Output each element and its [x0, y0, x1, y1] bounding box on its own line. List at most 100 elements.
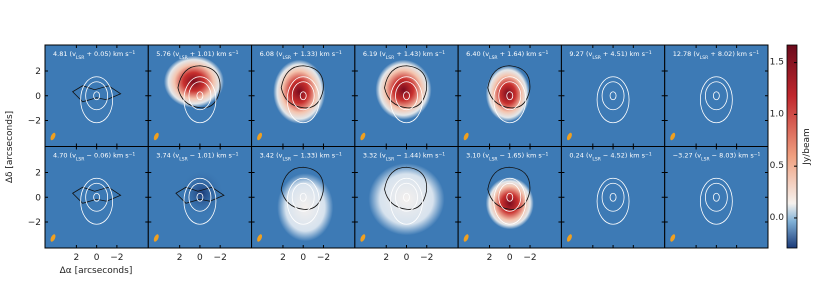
- continuum-contour: [403, 192, 410, 202]
- label-part: LSR: [386, 55, 395, 61]
- x-tick-label: 0: [197, 253, 203, 263]
- x-tick-label: 2: [177, 253, 183, 263]
- y-tick-label: 0: [35, 193, 41, 203]
- y-tick-label: 2: [35, 67, 41, 77]
- contour: [175, 186, 225, 204]
- contour: [384, 65, 428, 109]
- label-part: −1: [335, 50, 342, 56]
- panel-image: [664, 45, 768, 147]
- panel-image: [354, 146, 459, 248]
- continuum-contour: [493, 76, 527, 124]
- beam: [566, 132, 572, 141]
- emission: [375, 59, 432, 120]
- continuum-contour: [93, 91, 101, 101]
- label-part: 3.10 (v: [466, 152, 489, 160]
- label-part: LSR: [489, 156, 498, 162]
- continuum-contour: [299, 192, 307, 202]
- label-part: −1: [754, 151, 761, 157]
- panel-image: [354, 45, 459, 147]
- contour: [71, 186, 122, 204]
- x-tick-label: −2: [523, 253, 536, 263]
- continuum-contour: [699, 177, 733, 225]
- panel-label: 4.81 (vLSR + 0.05) km s−1: [53, 50, 135, 61]
- panel: 4.81 (vLSR + 0.05) km s−1 2 0 −2: [28, 44, 149, 147]
- panel-label: 6.40 (vLSR + 1.64) km s−1: [466, 50, 548, 61]
- y-tick-label: −2: [28, 117, 41, 127]
- beam: [153, 132, 159, 141]
- continuum-contour: [596, 76, 630, 124]
- colorbar-label: Jy/beam: [802, 128, 812, 166]
- contour: [280, 65, 324, 109]
- continuum-contour: [498, 182, 522, 212]
- label-part: LSR: [76, 156, 85, 162]
- panel-label: 12.78 (vLSR + 8.02) km s−1: [673, 50, 760, 61]
- contour: [177, 65, 221, 109]
- colorbar-tick-label: 0.0: [770, 213, 785, 223]
- panel: 12.78 (vLSR + 8.02) km s−1: [664, 44, 769, 147]
- continuum-contour: [712, 192, 720, 202]
- beam: [257, 234, 263, 242]
- y-tick-label: −2: [28, 218, 41, 228]
- label-part: + 0.05) km s: [84, 50, 129, 58]
- y-tick-label: 2: [35, 168, 41, 178]
- contour: [487, 65, 531, 109]
- panel-background: [664, 146, 768, 248]
- label-part: −1: [438, 151, 445, 157]
- x-tick-label: 2: [487, 253, 493, 263]
- continuum-contour: [609, 91, 617, 101]
- emission: [277, 173, 334, 242]
- continuum-contour: [390, 177, 423, 225]
- label-part: LSR: [592, 156, 601, 162]
- emission: [273, 59, 326, 124]
- continuum-contour: [390, 76, 423, 124]
- continuum-contour: [712, 91, 720, 101]
- label-part: −1: [438, 50, 445, 56]
- emission: [163, 55, 224, 108]
- label-part: − 1.65) km s: [498, 152, 543, 160]
- panel-background: [45, 45, 149, 147]
- panel-background: [45, 146, 149, 248]
- beam: [463, 132, 469, 141]
- colorbar: [786, 44, 798, 249]
- continuum-contour: [188, 81, 212, 111]
- label-part: LSR: [179, 156, 188, 162]
- continuum-contour: [704, 81, 728, 111]
- continuum-contour: [506, 91, 514, 101]
- label-part: −1: [129, 50, 136, 56]
- x-tick-label: 2: [280, 253, 286, 263]
- panel-label: 3.10 (vLSR − 1.65) km s−1: [466, 151, 548, 162]
- beam: [153, 234, 159, 242]
- continuum-contour: [506, 192, 514, 202]
- label-part: + 8.02) km s: [708, 50, 753, 58]
- x-tick-label: 2: [74, 253, 80, 263]
- panel: 3.10 (vLSR − 1.65) km s−1 2 0 −2: [457, 146, 562, 263]
- label-part: −3.27 (v: [673, 152, 702, 160]
- panel-background: [664, 45, 768, 147]
- panel-label: −3.27 (vLSR − 8.03) km s−1: [673, 151, 761, 162]
- label-part: LSR: [700, 55, 709, 61]
- continuum-contour: [286, 76, 320, 124]
- panel-image: [45, 45, 149, 147]
- label-part: − 8.03) km s: [710, 152, 755, 160]
- panel: 5.76 (vLSR + 1.01) km s−1: [147, 44, 253, 147]
- x-tick-label: −2: [317, 253, 330, 263]
- continuum-contour: [291, 182, 315, 212]
- panel: 6.19 (vLSR + 1.43) km s−1: [354, 44, 459, 147]
- label-part: 6.08 (v: [260, 50, 283, 58]
- panel-image: [561, 146, 665, 248]
- x-tick-label: 0: [300, 253, 306, 263]
- panel-label: 5.76 (vLSR + 1.01) km s−1: [156, 50, 238, 61]
- continuum-contour: [601, 182, 625, 212]
- continuum-contour: [395, 182, 418, 212]
- y-axis-label: Δδ [arcseconds]: [5, 111, 15, 183]
- label-part: −1: [335, 151, 342, 157]
- label-part: LSR: [592, 55, 601, 61]
- continuum-contour: [80, 76, 114, 124]
- contour: [280, 166, 324, 210]
- y-tick-label: 0: [35, 92, 41, 102]
- panel-image: [251, 146, 355, 248]
- panel-image: [148, 146, 252, 248]
- beam: [50, 132, 56, 141]
- continuum-contour: [609, 192, 617, 202]
